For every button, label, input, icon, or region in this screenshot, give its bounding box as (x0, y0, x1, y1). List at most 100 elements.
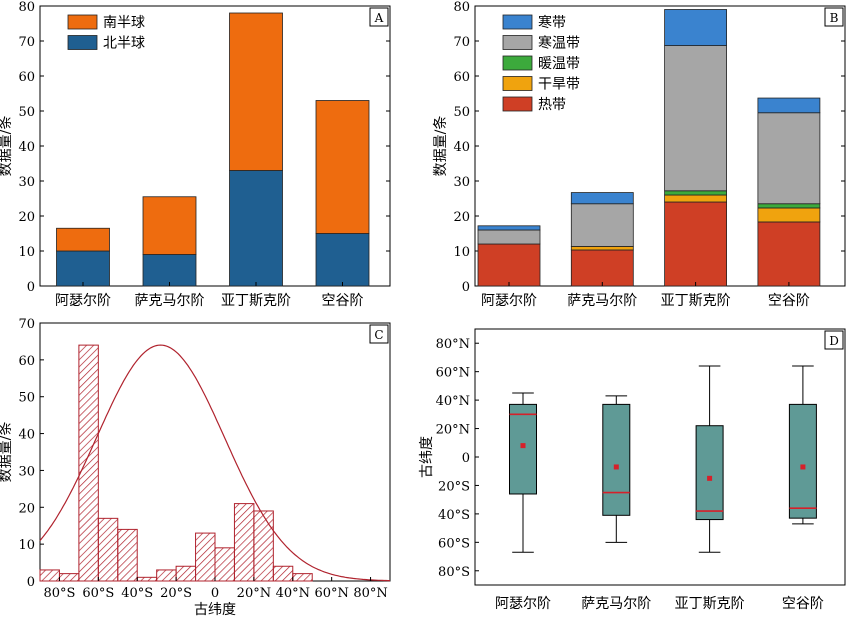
histogram-bar (78, 344, 99, 582)
bar-segment (229, 12, 283, 171)
y-tick-label: 20°N (436, 423, 470, 438)
bar-segment (757, 97, 821, 114)
histogram-bar (233, 503, 255, 582)
y-tick-label: 40 (18, 140, 35, 155)
y-tick-label: 80 (18, 0, 35, 15)
panel-label: C (374, 328, 383, 342)
bar-segment (757, 207, 821, 223)
panel-label: A (374, 11, 384, 25)
y-tick-label: 30 (453, 175, 470, 190)
y-tick-label: 50 (18, 105, 35, 120)
histogram-bar (253, 510, 274, 582)
histogram-bar (136, 576, 158, 582)
bar-segment (56, 227, 110, 252)
x-tick-label: 阿瑟尔阶 (481, 293, 537, 309)
x-tick-label: 80°S (43, 586, 75, 601)
x-tick-label: 亚丁斯克阶 (661, 293, 731, 309)
mean-marker (707, 475, 713, 481)
x-tick-label: 60°N (314, 586, 348, 601)
y-tick-label: 50 (18, 391, 35, 406)
legend-swatch (502, 55, 533, 71)
y-tick-label: 20 (18, 501, 35, 516)
y-tick-label: 60 (18, 70, 35, 85)
bar-segment (570, 249, 634, 287)
bar-segment (477, 229, 541, 245)
x-tick-label: 阿瑟尔阶 (55, 293, 111, 309)
bar-segment (664, 190, 727, 196)
y-tick-label: 0 (27, 280, 35, 295)
panel-c: C 0 10 20 30 40 50 60 70 数据量/条 80°S 60°S 40°S 20°S 0 20… (0, 317, 391, 618)
x-tick-label: 萨克马尔阶 (581, 596, 651, 612)
bar-segment (315, 233, 370, 287)
bar-segment (664, 194, 727, 203)
y-tick-label: 70 (18, 35, 35, 50)
x-tick-label: 萨克马尔阶 (567, 293, 637, 309)
x-tick-label: 亚丁斯克阶 (221, 293, 291, 309)
bar-segment (664, 45, 727, 192)
bar-segment (142, 196, 197, 255)
panel-label: B (830, 11, 839, 25)
x-tick-label: 20°N (237, 586, 271, 601)
y-tick-label: 70 (453, 35, 470, 50)
histogram-bar (272, 565, 294, 582)
y-axis-label: 数据量/条 (432, 116, 449, 177)
y-tick-label: 0 (462, 280, 470, 295)
normal-fit-curve (39, 344, 390, 582)
legend-label: 暖温带 (538, 56, 580, 72)
y-tick-label: 40 (453, 140, 470, 155)
bar-segment (142, 254, 197, 287)
y-tick-label: 60 (18, 354, 35, 369)
histogram-bar (156, 569, 177, 582)
panel-label-box (824, 7, 844, 27)
y-tick-label: 50 (453, 105, 470, 120)
box-iqr (602, 403, 631, 516)
bar-segment (315, 100, 370, 234)
bar-segment (477, 225, 541, 231)
histogram-bar (292, 573, 313, 582)
histogram-bar (195, 532, 216, 582)
box-iqr (509, 403, 537, 495)
mean-marker (520, 443, 526, 449)
y-tick-label: 60°S (438, 536, 470, 551)
mean-marker (800, 464, 806, 470)
y-tick-label: 40°N (436, 394, 470, 409)
y-tick-label: 10 (18, 538, 35, 553)
y-tick-label: 0 (27, 575, 35, 590)
histogram-bar (117, 528, 138, 582)
legend-swatch (502, 96, 533, 112)
x-tick-label: 空谷阶 (782, 596, 824, 612)
bar-segment (757, 221, 821, 287)
legend-swatch (502, 76, 533, 91)
x-tick-label: 20°S (160, 586, 192, 601)
legend-label: 干旱带 (538, 77, 580, 93)
x-tick-label: 阿瑟尔阶 (495, 596, 551, 612)
bar-segment (664, 201, 727, 287)
box-iqr (695, 425, 724, 521)
y-tick-label: 30 (18, 175, 35, 190)
histogram-bar (39, 569, 60, 582)
x-tick-label: 0 (211, 586, 219, 601)
y-tick-label: 40°S (438, 508, 470, 523)
panel-label-box (369, 7, 389, 27)
x-tick-label: 空谷阶 (768, 293, 810, 309)
panel-label: D (829, 334, 839, 348)
legend-swatch (502, 35, 533, 50)
y-tick-label: 20 (453, 210, 470, 225)
x-tick-label: 空谷阶 (322, 293, 364, 309)
y-tick-label: 0 (462, 451, 470, 466)
legend-label: 寒带 (538, 14, 566, 31)
bar-segment (757, 203, 821, 209)
y-tick-label: 30 (18, 464, 35, 479)
bar-segment (757, 112, 821, 205)
bar-segment (570, 192, 634, 205)
panel-d: D 80°S 60°S 40°S 20°S 0 20°N 40°N 60°N 80°N 古纬度阿瑟尔… (419, 328, 846, 612)
bar-segment (570, 246, 634, 251)
y-tick-label: 20 (18, 210, 35, 225)
box-iqr (788, 403, 817, 519)
legend-swatch (67, 14, 98, 30)
legend-label: 南半球 (103, 15, 145, 31)
panel-label-box (369, 324, 389, 344)
x-tick-label: 80°N (353, 586, 387, 601)
